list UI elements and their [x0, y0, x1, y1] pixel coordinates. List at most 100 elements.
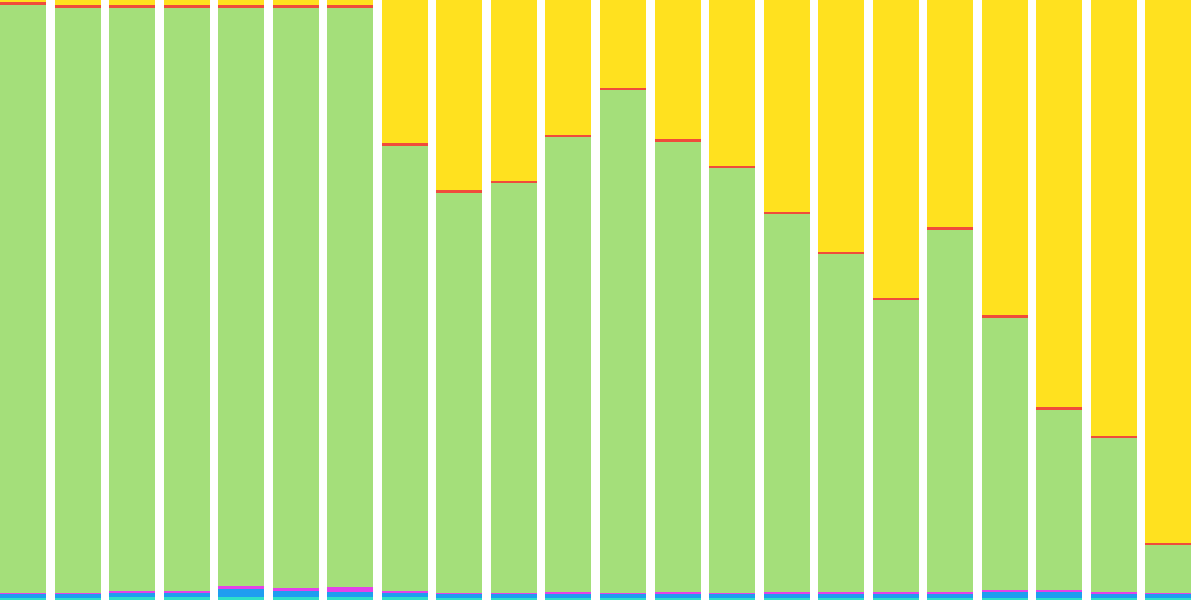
bar-segment-yellow	[436, 0, 482, 190]
bar-segment-magenta	[764, 592, 810, 594]
bar-segment-blue	[1145, 594, 1191, 598]
bar-column	[327, 0, 373, 600]
bar-column	[600, 0, 646, 600]
bar-column	[164, 0, 210, 600]
bar-segment-magenta	[545, 592, 591, 594]
bar-segment-red	[545, 135, 591, 137]
bar-segment-yellow	[1145, 0, 1191, 543]
bar-segment-red	[382, 143, 428, 146]
bar-segment-magenta	[327, 587, 373, 592]
bar-segment-yellow	[273, 0, 319, 5]
bar-column	[873, 0, 919, 600]
bar-segment-green	[491, 183, 537, 593]
bar-segment-yellow	[1036, 0, 1082, 407]
bar-segment-blue	[982, 592, 1028, 598]
bar-segment-magenta	[655, 592, 701, 594]
bar-segment-red	[55, 5, 101, 8]
bar-segment-green	[55, 8, 101, 593]
bar-segment-magenta	[0, 593, 46, 594]
bar-segment-red	[927, 227, 973, 230]
bar-segment-green	[709, 168, 755, 593]
bar-segment-yellow	[1091, 0, 1137, 436]
bar-segment-yellow	[818, 0, 864, 252]
bar-segment-blue	[0, 594, 46, 598]
bar-segment-green	[436, 193, 482, 593]
bar-segment-green	[218, 8, 264, 586]
bar-column	[218, 0, 264, 600]
bar-segment-green	[655, 142, 701, 592]
bar-segment-green	[1145, 545, 1191, 593]
bar-segment-blue	[164, 593, 210, 597]
bar-segment-red	[709, 166, 755, 168]
bar-segment-blue	[873, 594, 919, 598]
bar-column	[655, 0, 701, 600]
bar-segment-magenta	[982, 590, 1028, 592]
bar-segment-green	[982, 318, 1028, 590]
bar-segment-red	[218, 5, 264, 8]
bar-segment-red	[436, 190, 482, 193]
bar-segment-magenta	[55, 593, 101, 594]
bar-column	[436, 0, 482, 600]
bar-segment-blue	[545, 594, 591, 598]
bar-segment-green	[164, 8, 210, 591]
bar-segment-yellow	[764, 0, 810, 212]
bar-segment-magenta	[491, 593, 537, 594]
bar-column	[109, 0, 155, 600]
bar-segment-magenta	[436, 593, 482, 594]
bar-segment-red	[0, 2, 46, 5]
bar-segment-yellow	[545, 0, 591, 135]
bar-segment-blue	[273, 591, 319, 597]
bar-column	[982, 0, 1028, 600]
bar-segment-magenta	[927, 592, 973, 594]
bar-segment-yellow	[0, 0, 46, 2]
bar-column	[1036, 0, 1082, 600]
bar-column	[55, 0, 101, 600]
bar-column	[927, 0, 973, 600]
bar-segment-magenta	[382, 591, 428, 593]
bar-segment-yellow	[164, 0, 210, 5]
bar-segment-green	[109, 8, 155, 591]
bar-segment-magenta	[873, 592, 919, 594]
bar-segment-red	[764, 212, 810, 214]
bar-segment-blue	[55, 594, 101, 598]
bar-segment-magenta	[1145, 593, 1191, 594]
bar-segment-red	[873, 298, 919, 300]
bar-segment-yellow	[327, 0, 373, 5]
bar-segment-blue	[764, 594, 810, 598]
bar-segment-yellow	[600, 0, 646, 88]
bar-segment-blue	[600, 594, 646, 598]
bar-segment-magenta	[1036, 590, 1082, 592]
bar-segment-yellow	[491, 0, 537, 181]
bar-segment-red	[491, 181, 537, 183]
bar-segment-red	[164, 5, 210, 8]
bar-segment-blue	[818, 594, 864, 598]
bar-segment-red	[600, 88, 646, 90]
bar-segment-yellow	[55, 0, 101, 5]
bar-column	[1091, 0, 1137, 600]
bar-segment-magenta	[164, 591, 210, 593]
bar-segment-green	[0, 5, 46, 593]
bar-segment-red	[327, 5, 373, 8]
bar-segment-green	[1036, 410, 1082, 590]
bar-segment-green	[545, 137, 591, 592]
bar-column	[382, 0, 428, 600]
bar-segment-red	[1091, 436, 1137, 438]
bar-segment-green	[818, 254, 864, 592]
bar-segment-blue	[109, 593, 155, 597]
bar-column	[491, 0, 537, 600]
bar-column	[818, 0, 864, 600]
bar-segment-blue	[382, 593, 428, 597]
bar-segment-yellow	[218, 0, 264, 5]
bar-segment-blue	[655, 594, 701, 598]
bar-segment-yellow	[982, 0, 1028, 315]
bar-column	[709, 0, 755, 600]
bar-column	[0, 0, 46, 600]
bar-segment-magenta	[709, 593, 755, 594]
stacked-bar-chart	[0, 0, 1200, 600]
bar-segment-yellow	[709, 0, 755, 166]
bar-column	[545, 0, 591, 600]
bar-segment-magenta	[273, 588, 319, 591]
bar-segment-red	[1036, 407, 1082, 410]
bar-segment-blue	[436, 594, 482, 598]
bar-segment-red	[109, 5, 155, 8]
